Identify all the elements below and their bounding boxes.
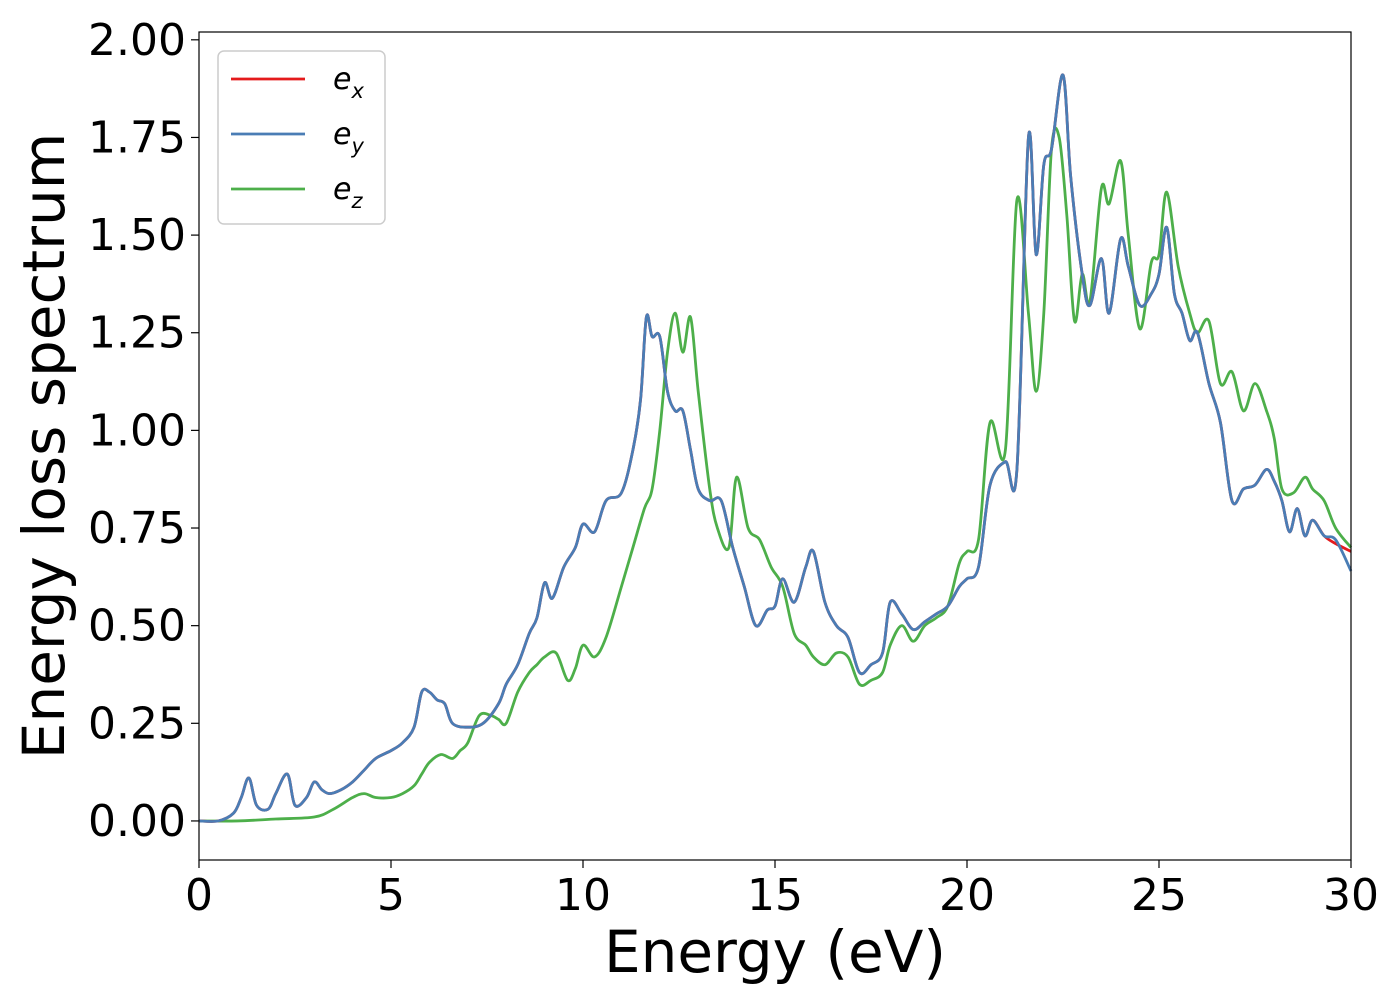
y-tick-label: 1.00: [88, 405, 186, 456]
series-line-e-y: [198, 73, 1353, 823]
x-tick-label: 20: [939, 870, 995, 921]
x-tick-label: 15: [747, 870, 803, 921]
x-tick-label: 30: [1323, 870, 1379, 921]
legend-subscript: x: [350, 79, 364, 103]
y-tick-label: 0.00: [88, 796, 186, 847]
y-tick-label: 1.75: [88, 112, 186, 163]
legend-subscript: y: [350, 134, 364, 158]
x-axis-label: Energy (eV): [604, 918, 946, 986]
legend-label-e-y: ey: [333, 117, 364, 158]
x-tick-label: 25: [1131, 870, 1187, 921]
y-tick-label: 1.50: [88, 210, 186, 261]
x-tick-label: 0: [185, 870, 213, 921]
y-tick-label: 0.75: [88, 503, 186, 554]
series-layer: [198, 73, 1353, 823]
y-axis-label: Energy loss spectrum: [10, 133, 78, 759]
legend-subscript: z: [350, 189, 363, 213]
y-tick-label: 0.50: [88, 601, 186, 652]
y-tick-label: 1.25: [88, 308, 186, 359]
legend-box: [217, 50, 386, 225]
x-tick-label: 5: [377, 870, 405, 921]
y-tick-label: 0.25: [88, 698, 186, 749]
y-tick-label: 2.00: [88, 15, 186, 66]
plot-area-background: [199, 32, 1351, 860]
x-tick-label: 10: [555, 870, 611, 921]
y-axis: 0.00 0.25 0.50 0.75 1.00 1.25 1.50 1.75 2.00: [88, 15, 199, 847]
x-axis: 0 5 10 15 20 25 30: [185, 860, 1379, 921]
